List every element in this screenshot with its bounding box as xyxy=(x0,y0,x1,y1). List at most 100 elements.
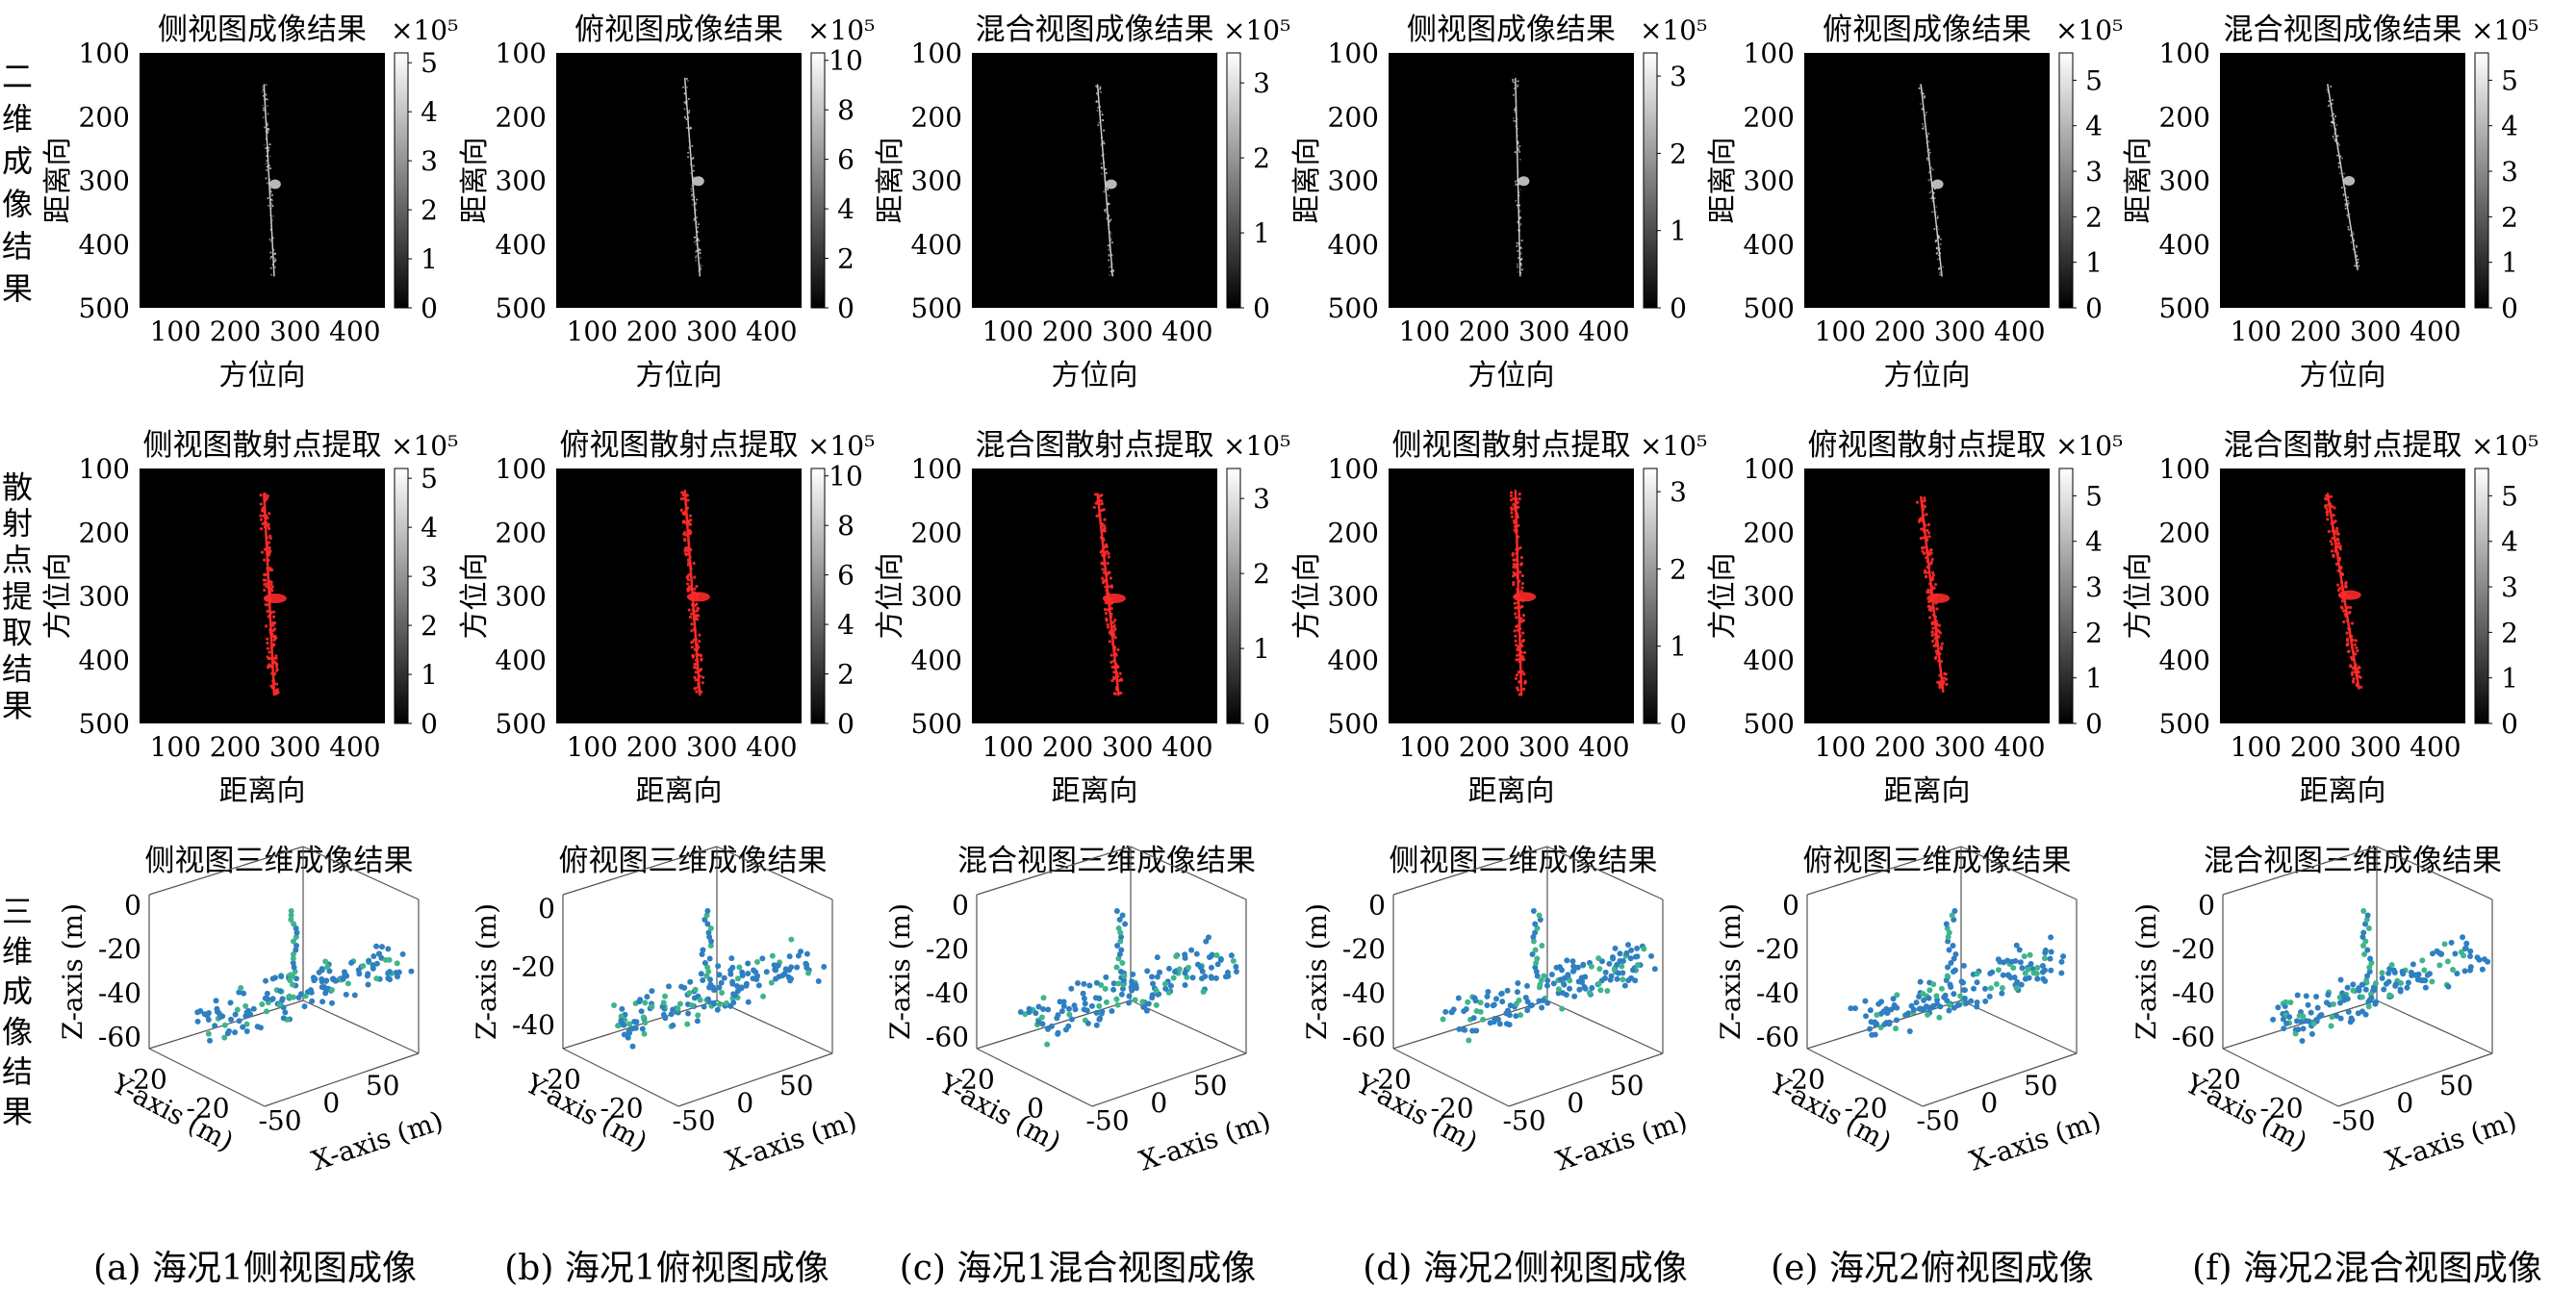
colorbar xyxy=(2058,52,2074,309)
colorbar-tick-label: 4 xyxy=(2501,526,2518,558)
colorbar-exponent: ×10⁵ xyxy=(2471,430,2538,462)
y-tick-label: 20 xyxy=(547,1064,581,1096)
colorbar-exponent: ×10⁵ xyxy=(1223,430,1290,462)
image-area xyxy=(556,468,802,723)
x-tick-label: 200 xyxy=(210,731,261,763)
y-axis-label: 距离向 xyxy=(2122,138,2155,224)
panel-title: 俯视图三维成像结果 xyxy=(1803,844,2072,878)
x-tick-label: 300 xyxy=(1518,316,1569,347)
colorbar-tick-label: 5 xyxy=(421,47,438,79)
x-tick-label: 100 xyxy=(1399,731,1450,763)
y-tick-label: 400 xyxy=(911,645,962,676)
colorbar-tick-label: 3 xyxy=(2501,156,2518,188)
colorbar-tick-label: 6 xyxy=(837,560,854,592)
panel-title: 俯视图三维成像结果 xyxy=(559,844,828,878)
colorbar-tick-label: 5 xyxy=(2501,64,2518,96)
caption-3: (c) 海况1混合视图成像 xyxy=(900,1249,1257,1288)
y-axis-label: 距离向 xyxy=(1290,138,1324,224)
x-tick-label: 400 xyxy=(1161,731,1212,763)
image-area xyxy=(1804,468,2050,723)
y-tick-label: 300 xyxy=(1744,581,1795,613)
x-tick-label: 0 xyxy=(1567,1087,1584,1119)
x-tick-label: 200 xyxy=(1875,731,1926,763)
row-label-1: 二维成像结果 xyxy=(2,58,33,307)
panel-title: 混合图散射点提取 xyxy=(2224,428,2462,463)
colorbar-exponent: ×10⁵ xyxy=(1640,14,1707,46)
y-tick-label: 100 xyxy=(79,38,130,69)
image-area xyxy=(556,53,802,308)
colorbar-tick-label: 4 xyxy=(421,512,438,544)
panel-title: 混合视图三维成像结果 xyxy=(957,844,1256,878)
x-tick-label: 0 xyxy=(2396,1087,2413,1119)
y-tick-label: 400 xyxy=(2159,645,2210,676)
colorbar-tick-label: 2 xyxy=(1670,138,1687,169)
colorbar xyxy=(1226,52,1241,309)
y-tick-label: 100 xyxy=(79,453,130,485)
x-tick-label: 400 xyxy=(2410,316,2461,347)
x-tick-label: 100 xyxy=(2231,316,2282,347)
colorbar-exponent: ×10⁵ xyxy=(807,14,875,46)
x-tick-label: 400 xyxy=(1578,316,1629,347)
y-axis-label: Y-axis (m) xyxy=(933,1067,1066,1157)
ship-target xyxy=(1092,493,1126,696)
y-tick-label: 200 xyxy=(1328,517,1379,548)
x-tick-label: 400 xyxy=(746,731,797,763)
x-tick-label: 400 xyxy=(329,316,380,347)
y-tick-label: 300 xyxy=(911,581,962,613)
colorbar-tick-label: 5 xyxy=(2501,480,2518,512)
y-tick-label: 400 xyxy=(496,229,547,261)
z-tick-label: -60 xyxy=(926,1022,969,1053)
panel-title: 侧视图散射点提取 xyxy=(1392,428,1631,463)
colorbar-exponent: ×10⁵ xyxy=(1640,430,1707,462)
z-axis-label: Z-axis (m) xyxy=(1715,903,1747,1040)
y-tick-label: 400 xyxy=(79,229,130,261)
x-tick-label: 0 xyxy=(322,1087,340,1119)
x-tick-label: 100 xyxy=(982,316,1033,347)
y-axis-label: 距离向 xyxy=(1706,138,1740,224)
x-tick-label: 200 xyxy=(626,316,677,347)
point-cloud xyxy=(1017,908,1239,1048)
point-cloud xyxy=(1848,908,2067,1038)
colorbar-tick-label: 0 xyxy=(2501,292,2518,324)
z-tick-label: 0 xyxy=(952,889,969,921)
panel-title: 侧视图成像结果 xyxy=(1407,13,1616,47)
y-axis-label: 方位向 xyxy=(458,553,492,640)
colorbar-tick-label: 1 xyxy=(1670,631,1687,663)
x-tick-label: 0 xyxy=(736,1087,753,1119)
z-tick-label: -40 xyxy=(1342,977,1386,1009)
image-area xyxy=(1389,53,1634,308)
colorbar-tick-label: 3 xyxy=(1253,67,1270,99)
colorbar-tick-label: 3 xyxy=(2085,156,2103,188)
y-tick-label: 200 xyxy=(496,517,547,548)
colorbar-tick-label: 4 xyxy=(837,609,854,641)
x-tick-label: 300 xyxy=(2350,731,2401,763)
colorbar-exponent: ×10⁵ xyxy=(2055,14,2123,46)
z-tick-label: -40 xyxy=(2172,977,2215,1009)
y-tick-label: 20 xyxy=(1377,1064,1412,1096)
x-tick-label: 300 xyxy=(269,316,320,347)
y-tick-label: 200 xyxy=(1744,517,1795,548)
y-tick-label: 500 xyxy=(79,292,130,324)
colorbar-tick-label: 2 xyxy=(1253,558,1270,590)
z-tick-label: -40 xyxy=(926,977,969,1009)
colorbar xyxy=(1226,468,1241,724)
x-axis-label: 距离向 xyxy=(1052,774,1138,808)
colorbar-tick-label: 1 xyxy=(1670,215,1687,247)
colorbar-tick-label: 8 xyxy=(837,94,854,126)
panel-title: 俯视图成像结果 xyxy=(1823,13,2031,47)
y-tick-label: -20 xyxy=(1430,1093,1473,1125)
x-tick-label: 300 xyxy=(1102,316,1153,347)
caption-5: (e) 海况2俯视图成像 xyxy=(1771,1249,2094,1288)
panel-imaging-d: 侧视图成像结果 100 200 300 400 100 200 300 400 500 方位向 距离向… xyxy=(1290,13,1707,392)
ship-target xyxy=(1918,84,1945,277)
colorbar-tick-label: 2 xyxy=(2085,201,2103,233)
colorbar xyxy=(2474,52,2489,309)
x-tick-label: 0 xyxy=(1150,1087,1167,1119)
y-axis-label: 方位向 xyxy=(41,553,75,640)
svg-text:散射点提取结果: 散射点提取结果 xyxy=(2,468,33,723)
x-tick-label: 100 xyxy=(150,316,201,347)
